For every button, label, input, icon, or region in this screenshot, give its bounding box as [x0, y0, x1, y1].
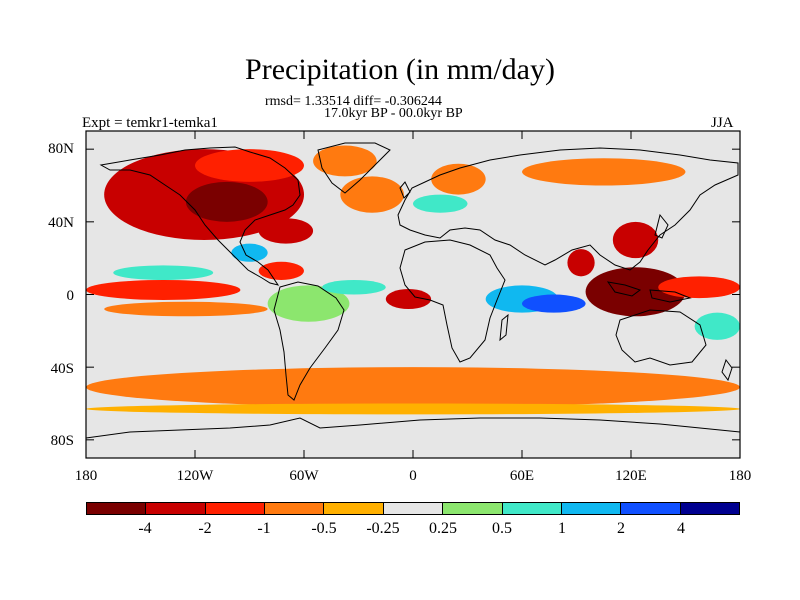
anomaly-region — [104, 301, 268, 317]
lon-tick-label: 120W — [176, 468, 214, 484]
colorbar-label: -4 — [138, 520, 152, 537]
anomaly-region — [86, 367, 740, 408]
lon-tick-label: 60W — [289, 468, 319, 484]
colorbar-label: 1 — [558, 520, 566, 537]
anomaly-region — [585, 267, 686, 317]
colorbar-label: 0.5 — [492, 520, 512, 537]
anomaly-region — [694, 312, 740, 340]
colorbar-swatch — [680, 503, 739, 514]
anomaly-region — [258, 261, 304, 280]
colorbar-swatch — [621, 503, 681, 514]
colorbar-swatch — [561, 503, 622, 514]
colorbar-label: 2 — [617, 520, 625, 537]
colorbar-label: -0.5 — [311, 520, 337, 537]
colorbar-swatch — [502, 503, 562, 514]
anomaly-region — [322, 279, 386, 295]
colorbar-swatch — [443, 503, 503, 514]
map-title: Precipitation (in mm/day) — [245, 53, 555, 86]
lat-tick-label: 40S — [50, 361, 74, 377]
anomaly-region — [113, 265, 214, 280]
period-line: 17.0kyr BP - 00.0kyr BP — [324, 106, 463, 121]
anomaly-region — [431, 163, 486, 195]
stats-line: rmsd= 1.33514 diff= -0.306244 — [265, 94, 442, 109]
lat-tick-label: 0 — [66, 288, 75, 304]
anomaly-region — [267, 285, 350, 322]
experiment-label: Expt = temkr1-temka1 — [82, 115, 218, 131]
colorbar-swatch — [383, 503, 444, 514]
anomaly-region — [313, 145, 377, 177]
anomaly-region — [612, 221, 659, 259]
axis-ticks — [85, 131, 741, 458]
colorbar-label: 4 — [677, 520, 685, 537]
anomaly-region — [86, 279, 241, 300]
lat-tick-label: 80N — [48, 141, 74, 157]
anomaly-region — [413, 194, 468, 213]
anomaly-regions — [86, 145, 740, 415]
colorbar-swatch — [265, 503, 325, 514]
anomaly-region — [86, 403, 740, 415]
colorbar — [86, 502, 740, 515]
anomaly-region — [522, 294, 586, 313]
coastlines — [86, 142, 740, 439]
anomaly-region — [385, 289, 432, 310]
anomaly-region — [258, 218, 314, 244]
colorbar-label: -0.25 — [366, 520, 400, 537]
colorbar-label: 0.25 — [429, 520, 457, 537]
lon-tick-label: 120E — [615, 468, 647, 484]
anomaly-region — [522, 158, 686, 186]
colorbar-swatch — [146, 503, 206, 514]
colorbar-label: -1 — [257, 520, 271, 537]
lon-tick-label: 180 — [74, 468, 98, 484]
anomaly-region — [658, 276, 740, 299]
colorbar-swatch — [324, 503, 384, 514]
anomaly-region — [195, 149, 304, 182]
colorbar-label: -2 — [198, 520, 212, 537]
lon-tick-label: 0 — [409, 468, 417, 484]
colorbar-swatch — [205, 503, 266, 514]
season-label: JJA — [711, 115, 734, 131]
lon-tick-label: 60E — [509, 468, 535, 484]
lon-tick-label: 180 — [728, 468, 752, 484]
anomaly-region — [340, 176, 404, 213]
lat-tick-label: 80S — [50, 433, 74, 449]
anomaly-region — [185, 181, 268, 222]
lat-tick-label: 40N — [48, 215, 74, 231]
anomaly-region — [567, 249, 595, 277]
anomaly-region — [231, 243, 268, 262]
colorbar-swatch — [87, 503, 147, 514]
